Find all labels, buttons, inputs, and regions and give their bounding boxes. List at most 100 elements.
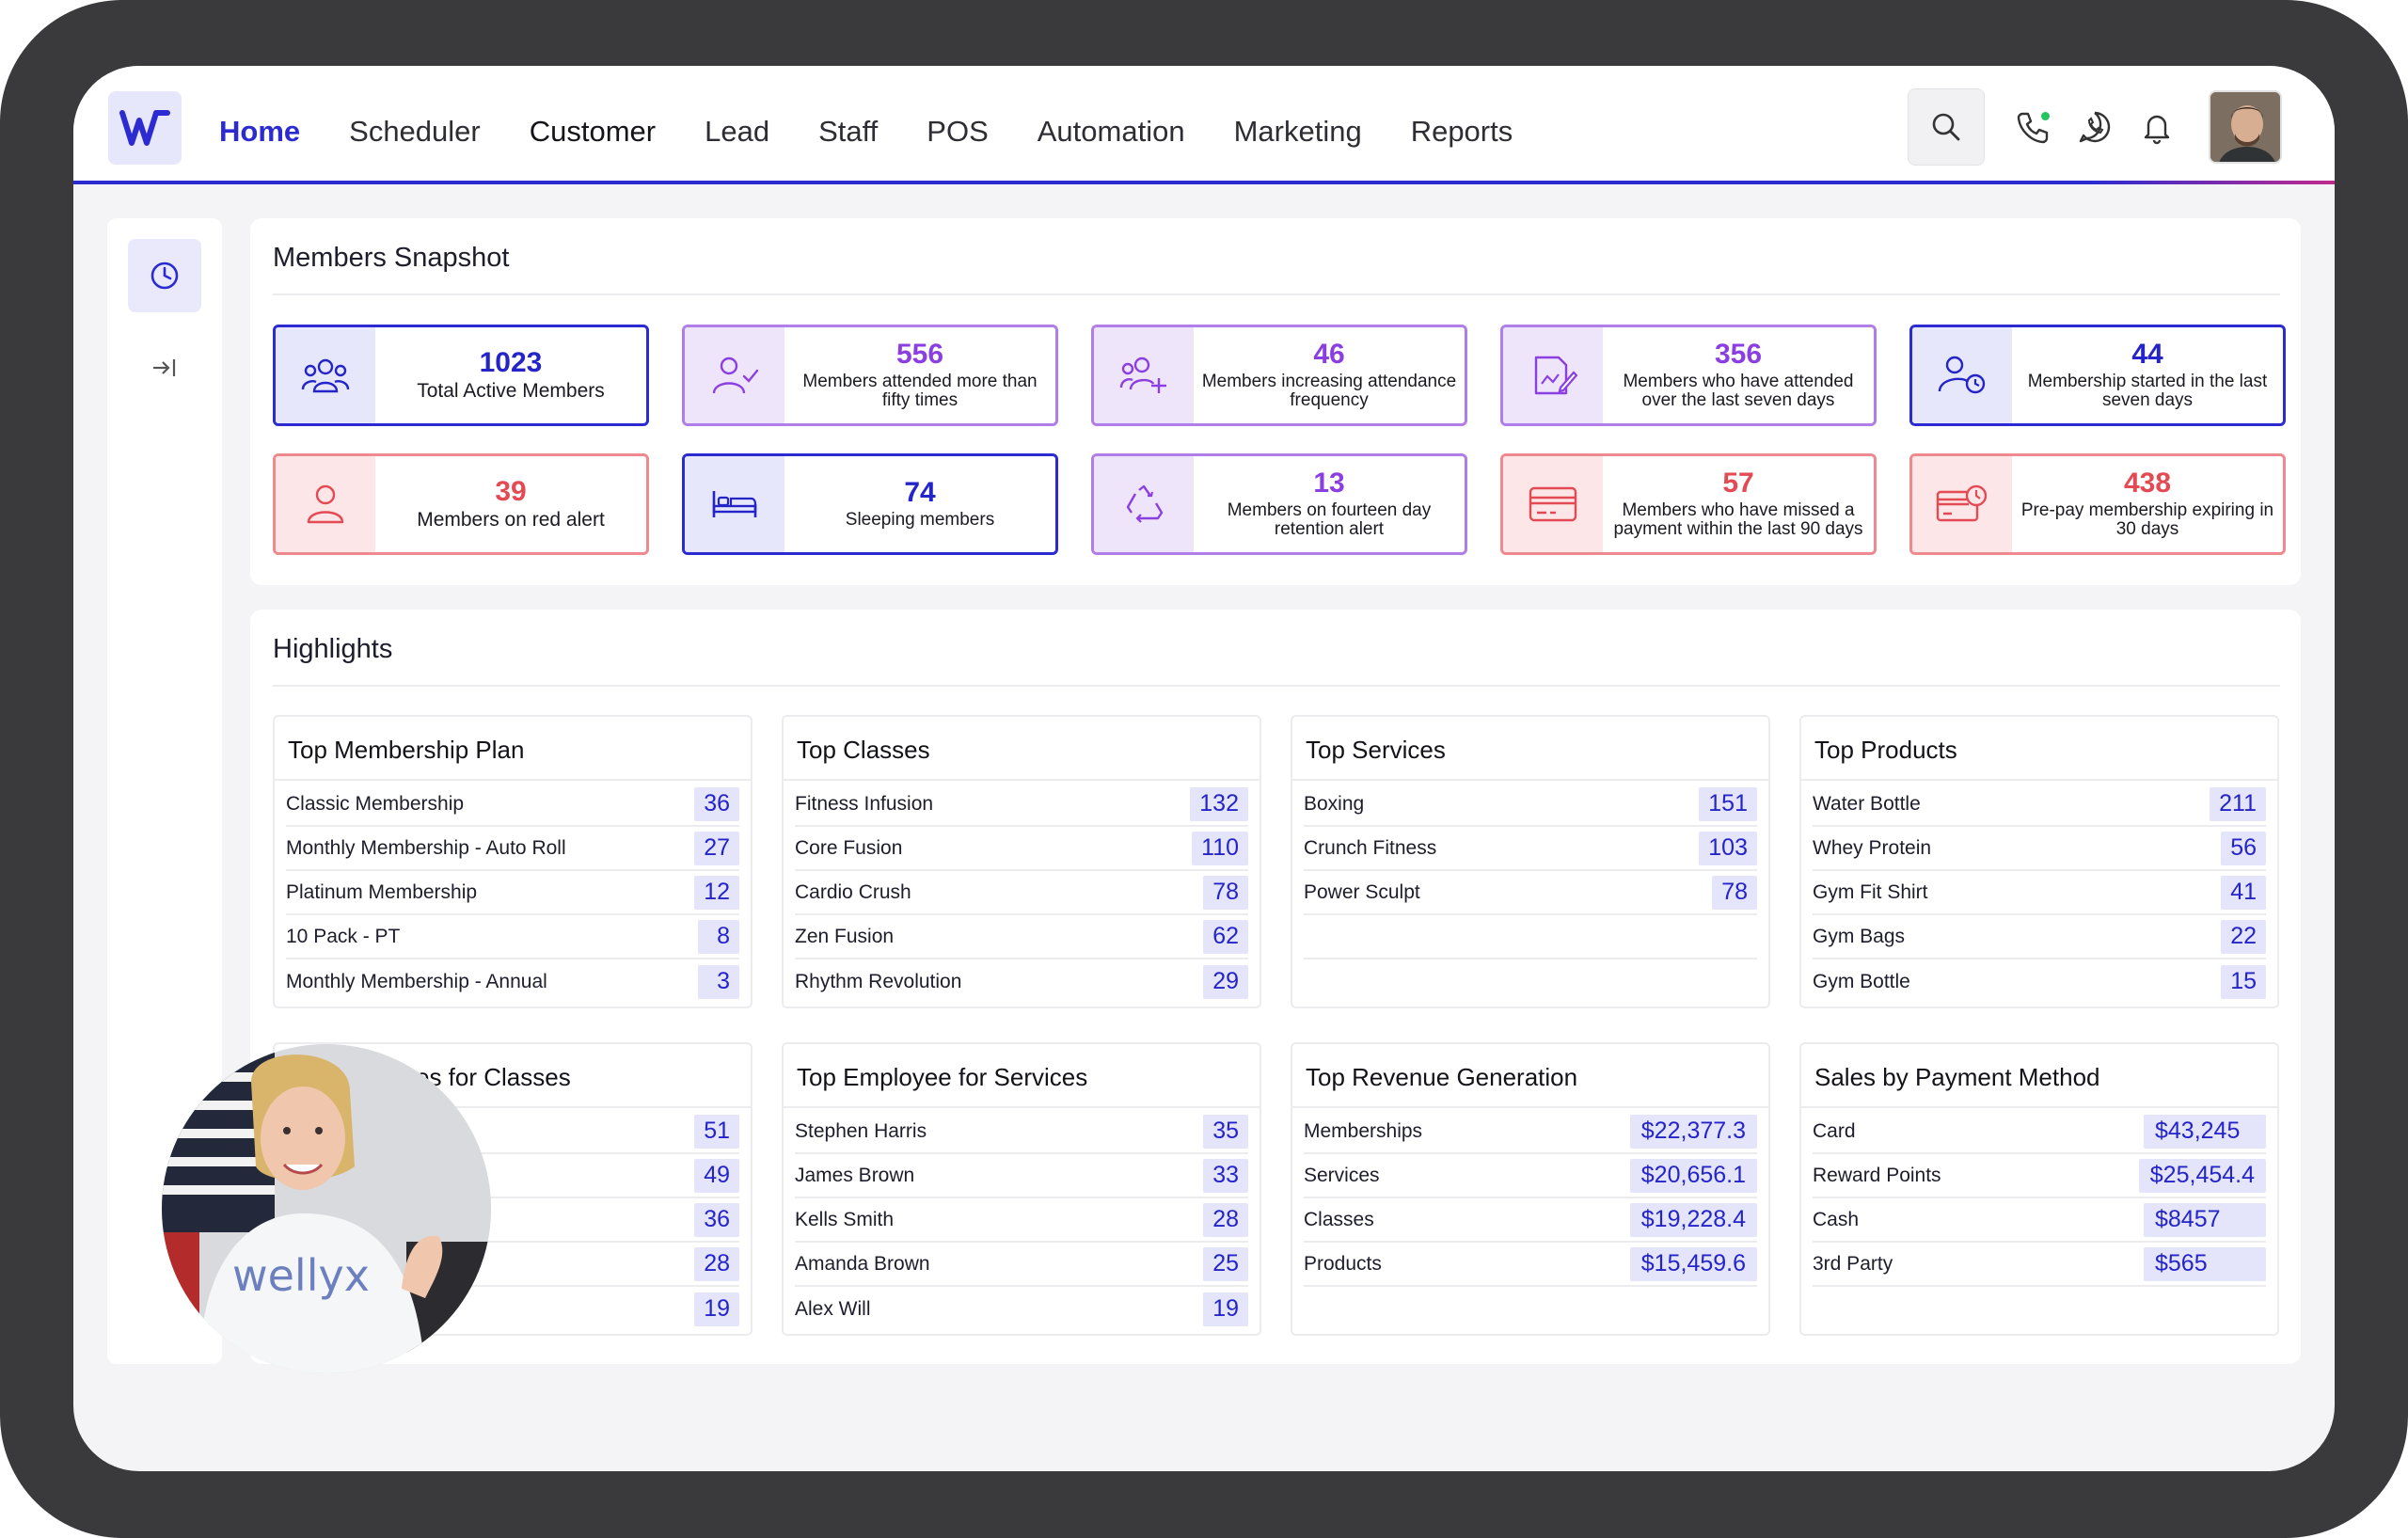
divider: [275, 779, 751, 781]
table-row[interactable]: Amanda Brown 25: [795, 1243, 1248, 1287]
table-top-employee-services: Top Employee for Services Stephen Harris…: [782, 1042, 1261, 1336]
card-red-alert[interactable]: 39 Members on red alert: [273, 453, 649, 555]
card-label: Members attended more than fifty times: [802, 372, 1038, 410]
card-total-active-members[interactable]: 1023 Total Active Members: [273, 325, 649, 426]
table-row[interactable]: Rhythm Revolution 29: [795, 959, 1248, 1004]
row-name: Classes: [1304, 1208, 1374, 1230]
row-value: 110: [1192, 831, 1248, 865]
row-name: Kells Smith: [795, 1208, 895, 1230]
phone-button[interactable]: [2008, 103, 2057, 151]
table-row[interactable]: Alex Will 19: [795, 1287, 1248, 1331]
table-row[interactable]: James Brown 33: [795, 1154, 1248, 1198]
table-row[interactable]: Cash $8457: [1813, 1198, 2266, 1243]
table-row[interactable]: Whey Protein 56: [1813, 827, 2266, 871]
expand-sidebar-button[interactable]: [147, 350, 182, 386]
table-row[interactable]: Gym Bottle 15: [1813, 959, 2266, 1004]
row-name: Services: [1304, 1164, 1380, 1186]
divider: [784, 779, 1259, 781]
card-label: Members on fourteen day retention alert: [1227, 500, 1432, 539]
history-button[interactable]: [128, 239, 201, 312]
table-row[interactable]: Gym Fit Shirt 41: [1813, 871, 2266, 915]
table-row[interactable]: Cardio Crush 78: [795, 871, 1248, 915]
online-dot: [2041, 112, 2050, 120]
user-avatar[interactable]: [2209, 90, 2282, 164]
nav-home[interactable]: Home: [219, 115, 301, 148]
row-name: Amanda Brown: [795, 1252, 930, 1275]
nav-customer[interactable]: Customer: [529, 115, 657, 148]
nav-marketing[interactable]: Marketing: [1233, 115, 1362, 148]
card-attended-fifty[interactable]: 556 Members attended more than fifty tim…: [682, 325, 1058, 426]
table-row[interactable]: Products $15,459.6: [1304, 1243, 1757, 1287]
nav-reports[interactable]: Reports: [1410, 115, 1513, 148]
divider: [1801, 1106, 2277, 1108]
table-row[interactable]: 36: [286, 1198, 739, 1243]
table-row[interactable]: Gym Bags 22: [1813, 915, 2266, 959]
card-retention-alert[interactable]: 13 Members on fourteen day retention ale…: [1091, 453, 1467, 555]
card-attended-seven-days[interactable]: 356 Members who have attended over the l…: [1500, 325, 1877, 426]
table-row[interactable]: Fitness Infusion 132: [795, 783, 1248, 827]
row-name: Whey Protein: [1813, 836, 1932, 859]
nav-lead[interactable]: Lead: [705, 115, 770, 148]
row-value: $15,459.6: [1629, 1246, 1757, 1281]
users-plus-icon: [1119, 357, 1166, 393]
table-row[interactable]: 28: [286, 1243, 739, 1287]
card-label: Pre-pay membership expiring in 30 days: [2020, 500, 2274, 539]
table-row[interactable]: Boxing 151: [1304, 783, 1757, 827]
table-row[interactable]: Memberships $22,377.3: [1304, 1110, 1757, 1154]
card-membership-started[interactable]: 44 Membership started in the last seven …: [1909, 325, 2286, 426]
nav-staff[interactable]: Staff: [818, 115, 879, 148]
row-name: Monthly Membership - Annual: [286, 970, 547, 992]
card-label: Members on red alert: [417, 508, 605, 531]
row-value: 132: [1190, 786, 1248, 821]
table-row[interactable]: Crunch Fitness 103: [1304, 827, 1757, 871]
card-body: 1023 Total Active Members: [375, 327, 646, 423]
table-row[interactable]: Classes $19,228.4: [1304, 1198, 1757, 1243]
row-value: 78: [1203, 875, 1248, 910]
card-icon-wrap: [276, 327, 375, 423]
table-row[interactable]: Platinum Membership 12: [286, 871, 739, 915]
table-row[interactable]: 3rd Party $565: [1813, 1243, 2266, 1287]
table-row[interactable]: Services $20,656.1: [1304, 1154, 1757, 1198]
table-row[interactable]: 51: [286, 1110, 739, 1154]
table-row[interactable]: Monthly Membership - Annual 3: [286, 959, 739, 1004]
card-body: 46 Members increasing attendance frequen…: [1194, 327, 1465, 423]
nav-pos[interactable]: POS: [927, 115, 989, 148]
nav-automation[interactable]: Automation: [1037, 115, 1185, 148]
card-increasing-attendance[interactable]: 46 Members increasing attendance frequen…: [1091, 325, 1467, 426]
table-row[interactable]: Monthly Membership - Auto Roll 27: [286, 827, 739, 871]
table-row[interactable]: Classic Membership 36: [286, 783, 739, 827]
row-value: 211: [2210, 786, 2266, 821]
table-title: Top Services: [1306, 736, 1446, 764]
table-row[interactable]: Zen Fusion 62: [795, 915, 1248, 959]
arrow-right-bar-icon: [153, 359, 176, 376]
card-value: 13: [1313, 468, 1345, 499]
card-sleeping-members[interactable]: 74 Sleeping members: [682, 453, 1058, 555]
table-row[interactable]: Core Fusion 110: [795, 827, 1248, 871]
table-row[interactable]: Card $43,245: [1813, 1110, 2266, 1154]
row-value: 51: [694, 1114, 739, 1149]
card-missed-payment[interactable]: 57 Members who have missed a payment wit…: [1500, 453, 1877, 555]
bell-icon: [2144, 115, 2170, 145]
wellyx-logo[interactable]: [108, 91, 182, 165]
row-name: Alex Will: [795, 1297, 871, 1320]
table-row[interactable]: 10 Pack - PT 8: [286, 915, 739, 959]
nav-scheduler[interactable]: Scheduler: [349, 115, 481, 148]
divider: [275, 1106, 751, 1108]
whatsapp-button[interactable]: [2070, 103, 2119, 151]
table-row[interactable]: Kells Smith 28: [795, 1198, 1248, 1243]
row-value: 8: [698, 919, 739, 954]
table-row[interactable]: Reward Points $25,454.4: [1813, 1154, 2266, 1198]
search-button[interactable]: [1908, 88, 1985, 166]
notifications-button[interactable]: [2132, 103, 2181, 151]
card-prepay-expiring[interactable]: 438 Pre-pay membership expiring in 30 da…: [1909, 453, 2286, 555]
table-row[interactable]: Water Bottle 211: [1813, 783, 2266, 827]
table-row[interactable]: Power Sculpt 78: [1304, 871, 1757, 915]
table-row[interactable]: Stephen Harris 35: [795, 1110, 1248, 1154]
card-value: 74: [904, 477, 936, 509]
card-body: 556 Members attended more than fifty tim…: [784, 327, 1055, 423]
nav-actions: [1908, 88, 2282, 166]
table-row[interactable]: 19: [286, 1287, 739, 1331]
table-row[interactable]: 49: [286, 1154, 739, 1198]
row-value: $22,377.3: [1629, 1114, 1757, 1149]
row-name: Cash: [1813, 1208, 1860, 1230]
